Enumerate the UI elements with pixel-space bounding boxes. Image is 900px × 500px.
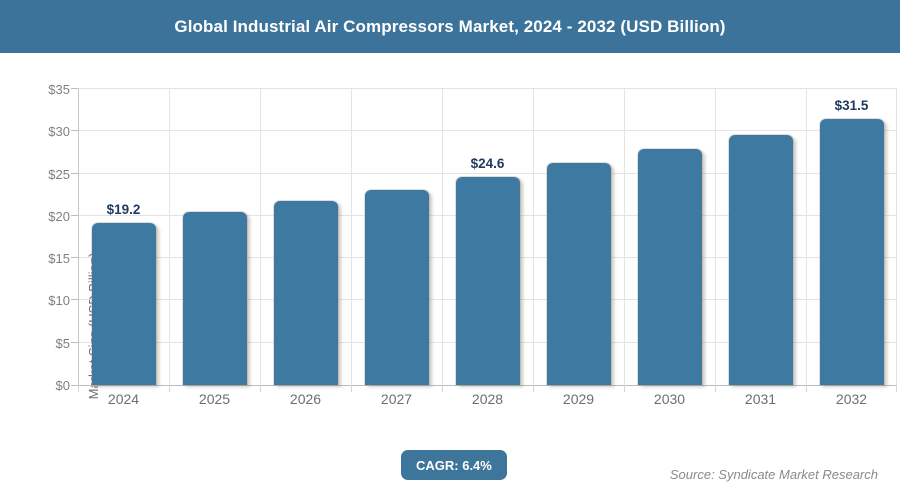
gridline-y-$35 bbox=[78, 88, 897, 89]
x-axis-label-2028: 2028 bbox=[471, 391, 504, 407]
bar-2032 bbox=[820, 119, 884, 385]
bar-2029 bbox=[547, 163, 611, 385]
gridline-x-5 bbox=[533, 89, 534, 385]
gridline-y-$25 bbox=[78, 172, 897, 174]
x-tick-mark bbox=[715, 385, 716, 392]
bar-2024 bbox=[92, 223, 156, 385]
cagr-badge: CAGR: 6.4% bbox=[401, 450, 507, 480]
gridline-x-4 bbox=[442, 89, 443, 385]
bar-value-label-2024: $19.2 bbox=[106, 202, 141, 217]
gridline-x-6 bbox=[624, 89, 625, 385]
x-axis-label-2025: 2025 bbox=[198, 391, 231, 407]
x-tick-mark bbox=[896, 385, 897, 392]
x-axis-label-2030: 2030 bbox=[653, 391, 686, 407]
x-axis-label-2031: 2031 bbox=[744, 391, 777, 407]
bar-2027 bbox=[365, 190, 429, 385]
x-tick-mark bbox=[624, 385, 625, 392]
gridline-x-9 bbox=[896, 89, 897, 385]
gridline-x-2 bbox=[260, 89, 261, 385]
y-tick-mark bbox=[71, 385, 78, 386]
y-tick-label: $35 bbox=[48, 82, 70, 97]
gridline-x-0 bbox=[78, 89, 79, 385]
y-tick-mark bbox=[71, 341, 78, 343]
x-axis-label-2027: 2027 bbox=[380, 391, 413, 407]
gridline-y-$30 bbox=[78, 130, 897, 132]
x-tick-mark bbox=[78, 385, 79, 392]
y-tick-label: $10 bbox=[48, 293, 70, 309]
bar-2031 bbox=[729, 135, 793, 385]
y-tick-mark bbox=[71, 88, 78, 89]
y-tick-label: $30 bbox=[48, 124, 70, 140]
y-tick-mark bbox=[71, 214, 78, 216]
bar-2026 bbox=[274, 201, 338, 385]
chart-title: Global Industrial Air Compressors Market… bbox=[174, 16, 726, 36]
gridline-x-8 bbox=[806, 89, 807, 385]
y-tick-label: $25 bbox=[48, 166, 70, 182]
x-axis-label-2026: 2026 bbox=[289, 391, 322, 407]
y-tick-mark bbox=[71, 130, 78, 132]
x-tick-mark bbox=[260, 385, 261, 392]
source-attribution: Source: Syndicate Market Research bbox=[669, 467, 878, 482]
bar-2025 bbox=[183, 212, 247, 385]
bar-2028 bbox=[456, 177, 520, 385]
x-axis-label-2024: 2024 bbox=[107, 391, 140, 407]
x-tick-mark bbox=[169, 385, 170, 392]
x-tick-mark bbox=[806, 385, 807, 392]
bar-2030 bbox=[638, 149, 702, 385]
x-axis-label-2029: 2029 bbox=[562, 391, 595, 407]
y-tick-label: $0 bbox=[55, 378, 70, 393]
x-tick-mark bbox=[442, 385, 443, 392]
y-tick-label: $5 bbox=[55, 335, 70, 351]
gridline-x-3 bbox=[351, 89, 352, 385]
y-tick-label: $15 bbox=[48, 251, 70, 267]
y-tick-label: $20 bbox=[48, 208, 70, 224]
x-tick-mark bbox=[533, 385, 534, 392]
chart-title-bar: Global Industrial Air Compressors Market… bbox=[0, 0, 900, 53]
plot-area: Market Size (USD Billion) $0$5$10$15$20$… bbox=[48, 82, 897, 407]
bar-value-label-2028: $24.6 bbox=[470, 156, 505, 171]
x-axis-label-2032: 2032 bbox=[835, 391, 868, 407]
gridline-y-$0 bbox=[78, 385, 897, 386]
cagr-badge-label: CAGR: 6.4% bbox=[416, 457, 492, 473]
y-tick-mark bbox=[71, 299, 78, 301]
x-tick-mark bbox=[351, 385, 352, 392]
bar-value-label-2032: $31.5 bbox=[834, 98, 869, 113]
y-tick-mark bbox=[71, 172, 78, 174]
y-tick-mark bbox=[71, 257, 78, 259]
gridline-x-1 bbox=[169, 89, 170, 385]
gridline-x-7 bbox=[715, 89, 716, 385]
